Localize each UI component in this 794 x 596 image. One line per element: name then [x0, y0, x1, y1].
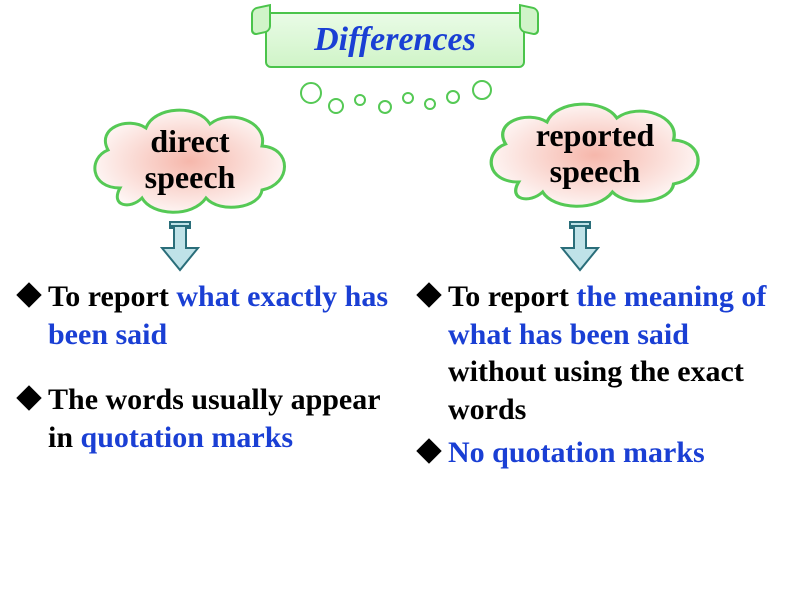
text-run: To report [48, 280, 176, 313]
thought-bubble [424, 98, 436, 110]
cloud-reported-speech: reported speech [475, 92, 715, 212]
bullet-text: To report the meaning of what has been s… [448, 278, 788, 428]
text-run: without using the exact words [448, 355, 744, 426]
text-run: No quotation marks [448, 436, 705, 469]
thought-bubble [378, 100, 392, 114]
column-reported-speech: To report the meaning of what has been s… [416, 278, 788, 472]
banner-ribbon: Differences [265, 12, 525, 68]
bullet-text: To report what exactly has been said [48, 278, 396, 353]
text-run: quotation marks [81, 421, 294, 454]
cloud-text: direct speech [80, 98, 300, 195]
thought-bubble [354, 94, 366, 106]
bullet-text: The words usually appear in quotation ma… [48, 381, 396, 456]
cloud-text: reported speech [475, 92, 715, 189]
diamond-bullet-icon [16, 282, 41, 307]
text-run: To report [448, 280, 576, 313]
cloud-line1: reported [475, 118, 715, 153]
cloud-direct-speech: direct speech [80, 98, 300, 218]
thought-bubble [446, 90, 460, 104]
bullet-point: To report what exactly has been said [16, 278, 396, 353]
banner-curl-right [519, 4, 539, 36]
diamond-bullet-icon [416, 282, 441, 307]
bullet-point: No quotation marks [416, 434, 788, 472]
diamond-bullet-icon [16, 385, 41, 410]
cloud-line1: direct [80, 124, 300, 159]
banner-curl-left [251, 4, 271, 36]
cloud-line2: speech [475, 154, 715, 189]
thought-bubble [300, 82, 322, 104]
thought-bubble [402, 92, 414, 104]
title-banner: Differences [265, 12, 525, 68]
banner-text: Differences [314, 21, 476, 59]
arrow-down-icon [552, 218, 608, 274]
column-direct-speech: To report what exactly has been said The … [16, 278, 396, 456]
bullet-text: No quotation marks [448, 434, 705, 472]
cloud-line2: speech [80, 160, 300, 195]
bullet-point: To report the meaning of what has been s… [416, 278, 788, 428]
bullet-point: The words usually appear in quotation ma… [16, 381, 396, 456]
arrow-down-icon [152, 218, 208, 274]
diamond-bullet-icon [416, 438, 441, 463]
thought-bubble [328, 98, 344, 114]
